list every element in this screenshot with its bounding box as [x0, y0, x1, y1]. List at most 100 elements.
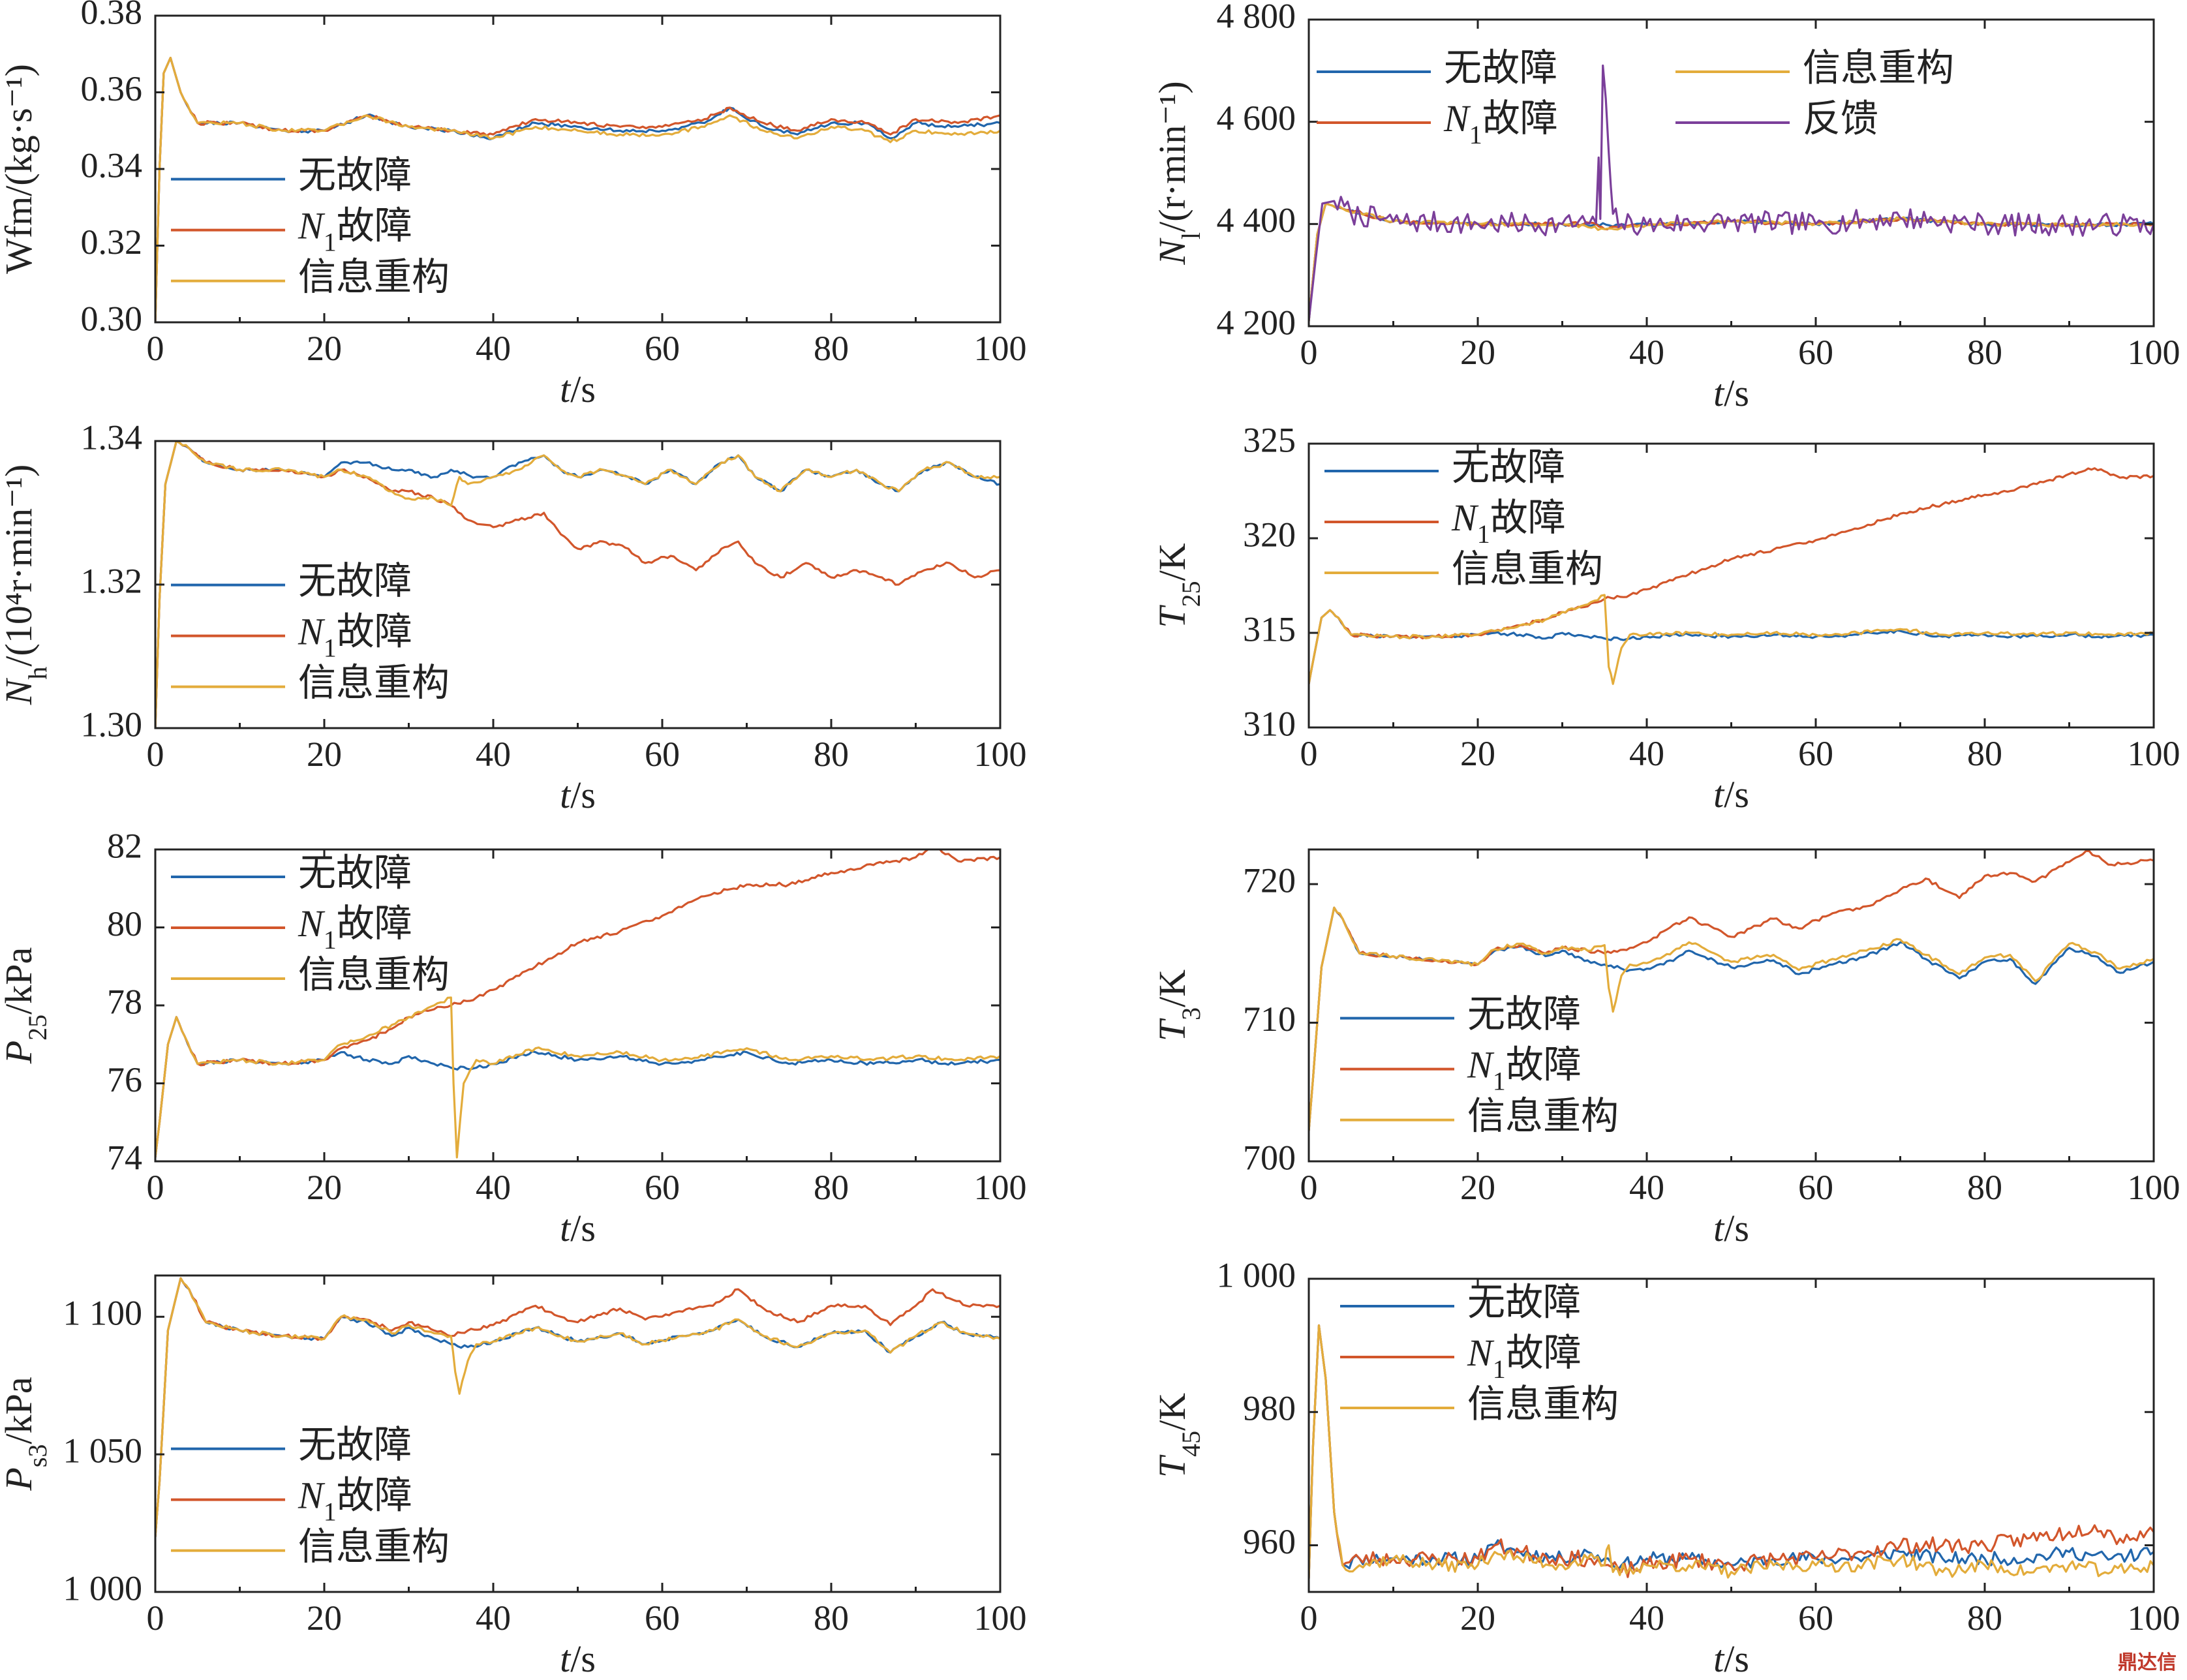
watermark-logo: 鼎达信 — [2118, 1651, 2177, 1674]
x-axis-label: t/s — [560, 1207, 596, 1249]
series-line-reconstruct — [155, 57, 1000, 322]
legend-label-n1_fault: N1故障 — [298, 1474, 412, 1526]
x-tick-label: 80 — [814, 1168, 849, 1207]
y-axis-label: Ps3/kPa — [0, 1377, 52, 1491]
x-tick-label: 80 — [1967, 333, 2002, 372]
y-axis-label: T45/K — [1151, 1393, 1206, 1478]
x-tick-label: 40 — [476, 735, 511, 774]
x-tick-label: 60 — [1798, 1168, 1833, 1207]
x-axis-label: t/s — [1713, 1207, 1749, 1249]
x-tick-label: 40 — [476, 1598, 511, 1638]
series-line-no_fault — [155, 1016, 1000, 1158]
series-group — [1309, 1324, 2154, 1579]
y-tick-label: 700 — [1243, 1138, 1296, 1177]
x-tick-label: 80 — [814, 735, 849, 774]
legend-label-n1_fault: N1故障 — [1467, 1044, 1582, 1095]
legend-label-n1_fault: N1故障 — [1467, 1332, 1582, 1383]
series-line-n1_fault — [1309, 849, 2154, 1131]
y-tick-label: 0.36 — [81, 69, 143, 108]
x-tick-label: 0 — [147, 329, 164, 368]
legend-label-n1_fault: N1故障 — [298, 611, 412, 662]
y-tick-label: 76 — [107, 1060, 142, 1099]
y-tick-label: 0.34 — [81, 145, 143, 185]
y-tick-label: 1 000 — [1217, 1255, 1296, 1294]
plot-frame — [154, 14, 1002, 324]
legend-label-reconstruct: 信息重构 — [298, 256, 450, 298]
x-tick-label: 60 — [1798, 734, 1833, 773]
y-tick-label: 4 800 — [1217, 0, 1296, 35]
legend-label-no_fault: 无故障 — [298, 560, 412, 602]
series-line-reconstruct — [1309, 1324, 2154, 1579]
series-group — [155, 441, 1000, 728]
x-tick-label: 60 — [645, 329, 680, 368]
legend-label-no_fault: 无故障 — [1467, 993, 1581, 1035]
x-tick-label: 100 — [2128, 333, 2180, 372]
legend-label-reconstruct: 信息重构 — [1467, 1382, 1619, 1425]
x-tick-label: 80 — [1967, 1168, 2002, 1207]
x-tick-label: 100 — [974, 735, 1027, 774]
series-line-feedback — [1309, 64, 2154, 322]
y-tick-label: 4 600 — [1217, 99, 1296, 138]
y-tick-label: 320 — [1243, 515, 1296, 554]
y-tick-label: 1.30 — [81, 705, 143, 744]
legend-label-no_fault: 无故障 — [1452, 446, 1565, 488]
x-tick-label: 0 — [147, 735, 164, 774]
x-tick-label: 80 — [814, 329, 849, 368]
x-tick-label: 40 — [1629, 1168, 1664, 1207]
legend-label-n1_fault: N1故障 — [298, 902, 412, 954]
x-axis-label: t/s — [1713, 372, 1749, 414]
x-tick-label: 60 — [645, 735, 680, 774]
series-line-n1_fault — [1309, 1324, 2154, 1579]
plot-frame — [1308, 1277, 2155, 1593]
x-axis-label: t/s — [560, 368, 596, 410]
chart-panel-ps3: 0 20 40 60 80 100 1 000 1 050 1 100 Ps3/kPa t/s 无故障… — [0, 1274, 1027, 1680]
legend-label-no_fault: 无故障 — [1444, 46, 1557, 89]
series-line-no_fault — [1309, 1324, 2154, 1579]
series-line-n1_fault — [155, 441, 1000, 728]
legend-label-reconstruct: 信息重构 — [298, 1525, 450, 1568]
legend: 无故障 信息重构 N1故障 反馈 — [1317, 46, 1954, 149]
x-axis-label: t/s — [560, 1638, 596, 1680]
plot-frame — [1308, 18, 2155, 328]
y-axis-label: Nh/(10⁴r·min⁻¹) — [0, 465, 52, 706]
x-tick-label: 100 — [974, 1598, 1027, 1638]
x-tick-label: 100 — [2128, 1168, 2180, 1207]
series-line-n1_fault — [1309, 467, 2154, 684]
series-group — [155, 1277, 1000, 1537]
y-axis-label: Wfm/(kg·s⁻¹) — [0, 64, 40, 274]
x-tick-label: 20 — [307, 1598, 342, 1638]
y-tick-label: 82 — [107, 826, 142, 865]
y-tick-label: 1 100 — [63, 1294, 143, 1333]
x-tick-label: 100 — [2128, 734, 2180, 773]
y-axis-label: T3/K — [1151, 970, 1206, 1041]
y-tick-label: 980 — [1243, 1389, 1296, 1428]
x-tick-label: 100 — [2128, 1598, 2180, 1638]
series-line-reconstruct — [155, 996, 1000, 1159]
chart-panel-nh: 0 20 40 60 80 100 1.30 1.32 1.34 Nh/(10⁴r·min⁻¹) t… — [0, 418, 1027, 816]
legend-label-no_fault: 无故障 — [298, 851, 412, 894]
legend-label-reconstruct: 信息重构 — [298, 953, 450, 996]
chart-panel-t25: 0 20 40 60 80 100 310 315 320 325 T25/K t/s 无故障 N1故障信… — [1151, 420, 2180, 816]
x-axis-label: t/s — [560, 774, 596, 816]
legend-label-reconstruct: 信息重构 — [298, 662, 450, 704]
plot-frame — [1308, 848, 2155, 1163]
y-tick-label: 960 — [1243, 1522, 1296, 1561]
x-tick-label: 40 — [1629, 734, 1664, 773]
x-tick-label: 40 — [476, 1168, 511, 1207]
series-group — [1309, 64, 2154, 322]
x-tick-label: 100 — [974, 1168, 1027, 1207]
legend-label-feedback: 反馈 — [1803, 97, 1878, 140]
series-line-no_fault — [155, 1277, 1000, 1537]
y-tick-label: 1.32 — [81, 561, 143, 600]
plot-frame — [154, 848, 1002, 1163]
x-tick-label: 40 — [1629, 333, 1664, 372]
y-tick-label: 0.38 — [81, 0, 143, 31]
y-tick-label: 710 — [1243, 1000, 1296, 1039]
x-tick-label: 100 — [974, 329, 1027, 368]
